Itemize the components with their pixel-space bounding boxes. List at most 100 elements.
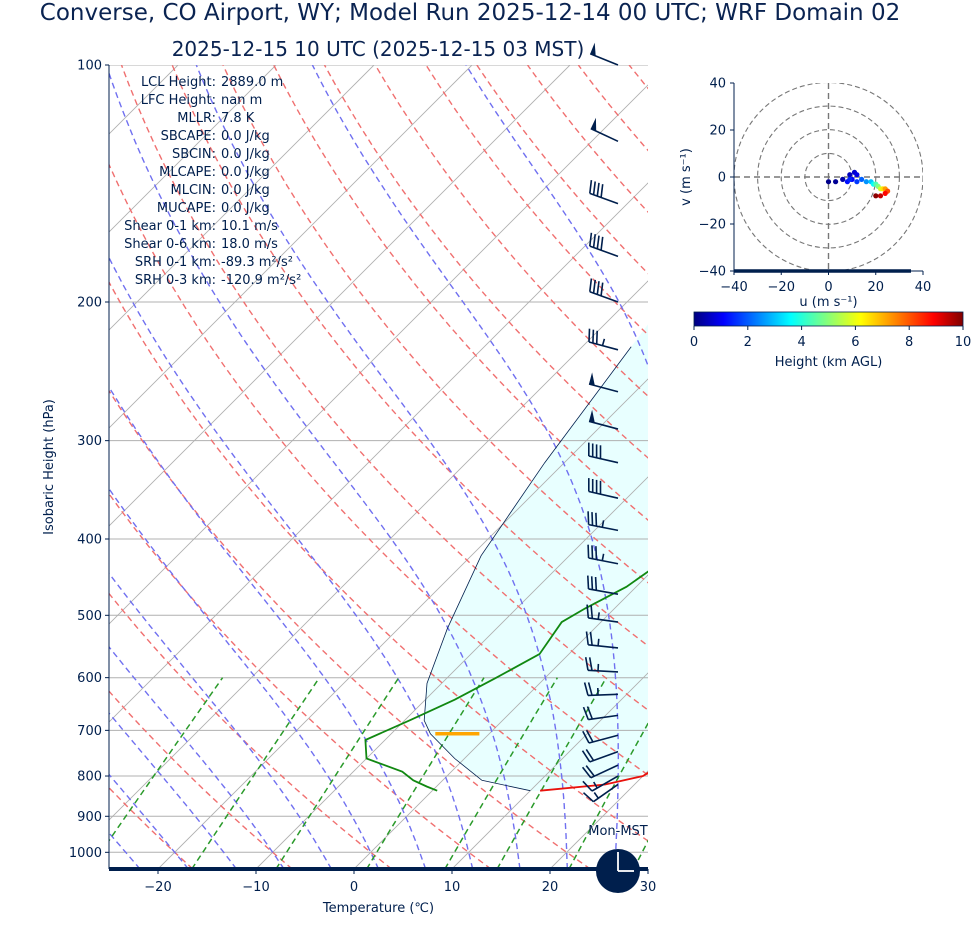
- hodograph-plot-area: [734, 83, 923, 271]
- wind-barb: [587, 478, 619, 499]
- wind-barb-staff: [588, 455, 619, 464]
- hodograph-y-tick-label: 0: [718, 171, 726, 186]
- index-value: -89.3 m²/s²: [221, 255, 293, 270]
- wind-barb: [583, 682, 619, 697]
- wind-barb-full: [585, 729, 594, 743]
- colorbar-tick-label: 2: [744, 335, 752, 350]
- wind-barb: [587, 544, 619, 565]
- index-value: -120.9 m²/s²: [221, 273, 301, 288]
- moist-adiabat: [109, 773, 189, 869]
- mixing-ratio-line: [275, 677, 400, 869]
- wind-barb-half: [601, 553, 605, 561]
- moist-adiabat: [195, 65, 568, 869]
- mixing-ratio-line: [496, 677, 607, 869]
- moist-adiabat: [109, 645, 285, 869]
- wind-barb-staff: [588, 490, 619, 499]
- wind-barb-full: [587, 511, 590, 525]
- mixing-ratio-line: [191, 677, 321, 869]
- wind-barb: [587, 511, 619, 532]
- wind-barb: [581, 748, 619, 763]
- index-label: MLCAPE:: [159, 165, 216, 180]
- indices-panel: LCL Height: 2889.0 m LFC Height: nan m MLLR:…: [124, 75, 301, 288]
- dry-adiabat: [109, 389, 591, 869]
- hodograph-y-label: v (m s⁻¹): [679, 148, 694, 206]
- wind-barb-full: [592, 279, 596, 294]
- wind-barb-full: [584, 657, 589, 671]
- wind-barb-full: [585, 748, 595, 762]
- wind-barb-full: [592, 181, 596, 195]
- wind-barb-half: [601, 520, 605, 528]
- hodograph-x-tick-label: −20: [768, 280, 795, 295]
- x-tick-label: −20: [144, 880, 171, 895]
- dry-adiabat: [109, 592, 393, 869]
- wind-barb-staff: [589, 245, 619, 258]
- wind-barb-staff: [588, 734, 619, 744]
- chart-subtitle: 2025-12-15 10 UTC (2025-12-15 03 MST): [171, 37, 585, 61]
- x-axis-label: Temperature (℃): [322, 901, 434, 916]
- wind-barb-full: [595, 546, 598, 560]
- wind-barb-staff: [588, 714, 619, 721]
- wind-barb: [587, 442, 619, 464]
- hodograph-x-tick-label: 0: [824, 280, 832, 295]
- moist-adiabat: [109, 385, 427, 869]
- moist-adiabat: [109, 71, 521, 869]
- isotherm-line: [109, 65, 473, 429]
- wind-barb-staff: [588, 341, 619, 351]
- x-tick-label: −10: [242, 880, 269, 895]
- wind-barb-full: [600, 282, 604, 296]
- hodograph-point: [863, 179, 869, 185]
- isotherm-line: [353, 574, 648, 869]
- wind-barb-full: [590, 605, 594, 619]
- index-label: Shear 0-1 km:: [124, 219, 216, 234]
- dry-adiabat: [120, 65, 648, 711]
- y-tick-label: 100: [77, 59, 102, 74]
- wind-barb-full: [591, 512, 594, 526]
- parcel-profile-line: [423, 346, 632, 792]
- hodograph-y-tick-label: 20: [709, 124, 726, 139]
- wind-barb: [586, 604, 619, 623]
- dry-adiabat: [109, 280, 648, 842]
- x-tick-label: 0: [350, 880, 358, 895]
- wind-barb-full: [590, 576, 594, 590]
- wind-barb-full: [589, 631, 593, 646]
- wind-barb-full: [591, 545, 594, 559]
- isotherm-line: [157, 378, 648, 869]
- isotherm-line: [255, 476, 648, 869]
- colorbar-tick-label: 6: [851, 335, 859, 350]
- wind-barb: [584, 657, 619, 673]
- hodograph-point: [825, 179, 832, 185]
- wind-barb: [588, 328, 619, 351]
- hodograph-point: [840, 176, 846, 182]
- index-value: 0.0 J/kg: [221, 201, 270, 216]
- isotherm-line: [109, 65, 571, 527]
- x-tick-label: 30: [640, 880, 657, 895]
- wind-barb-full: [581, 766, 592, 779]
- y-tick-label: 600: [77, 671, 102, 686]
- hodograph-point: [847, 176, 853, 182]
- isotherm-line: [109, 65, 375, 331]
- hodograph-x-tick-label: −40: [720, 280, 747, 295]
- dry-adiabat: [109, 492, 492, 869]
- dewpoint-profile-line: [364, 570, 648, 792]
- wind-barb-staff: [588, 617, 619, 623]
- wind-barb-staff: [588, 644, 619, 649]
- y-tick-label: 500: [77, 609, 102, 624]
- cape-cin-shading: [424, 324, 648, 791]
- wind-barb-full: [594, 576, 598, 591]
- moist-adiabat: [109, 256, 474, 869]
- wind-barb-staff: [589, 53, 619, 66]
- index-value: 2889.0 m: [221, 75, 283, 90]
- wind-barb-full: [595, 512, 598, 527]
- wind-barb-full: [585, 765, 596, 777]
- wind-barb-full: [585, 631, 589, 645]
- wind-barb-full: [589, 278, 593, 292]
- chart-title: Converse, CO Airport, WY; Model Run 2025…: [39, 0, 901, 26]
- colorbar-tick-label: 4: [797, 335, 805, 350]
- index-value: 0.0 J/kg: [221, 165, 270, 180]
- wind-barb-half: [593, 792, 599, 799]
- y-tick-label: 400: [77, 533, 102, 548]
- index-label: SBCAPE:: [161, 129, 216, 144]
- index-value: 10.1 m/s: [221, 219, 278, 234]
- wind-barb: [590, 117, 619, 143]
- isotherm-line: [0, 65, 80, 869]
